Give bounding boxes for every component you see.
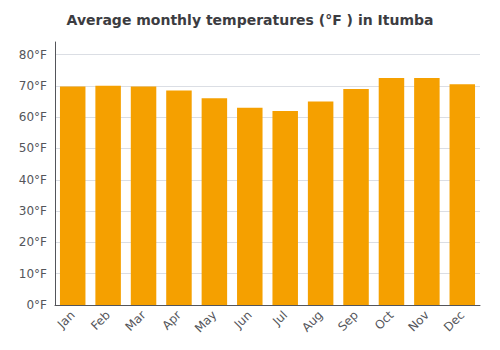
svg-text:Sep: Sep xyxy=(335,308,361,334)
svg-text:50°F: 50°F xyxy=(19,141,47,155)
svg-text:Nov: Nov xyxy=(405,308,431,334)
svg-text:0°F: 0°F xyxy=(26,298,47,312)
svg-text:Aug: Aug xyxy=(299,308,325,334)
svg-text:May: May xyxy=(192,308,219,335)
svg-text:Average monthly temperatures (: Average monthly temperatures (°F ) in It… xyxy=(67,12,434,28)
svg-text:30°F: 30°F xyxy=(19,204,47,218)
svg-text:Jan: Jan xyxy=(54,308,78,332)
svg-text:60°F: 60°F xyxy=(19,110,47,124)
svg-text:Jul: Jul xyxy=(269,308,290,329)
svg-text:70°F: 70°F xyxy=(19,79,47,93)
svg-text:80°F: 80°F xyxy=(19,48,47,62)
svg-text:10°F: 10°F xyxy=(19,267,47,281)
svg-text:Feb: Feb xyxy=(88,308,113,333)
svg-text:Mar: Mar xyxy=(123,308,149,334)
svg-text:20°F: 20°F xyxy=(19,235,47,249)
svg-text:40°F: 40°F xyxy=(19,173,47,187)
svg-text:Oct: Oct xyxy=(372,308,397,333)
svg-text:Dec: Dec xyxy=(441,308,467,334)
svg-text:Jun: Jun xyxy=(231,308,255,332)
svg-text:Apr: Apr xyxy=(159,308,184,333)
